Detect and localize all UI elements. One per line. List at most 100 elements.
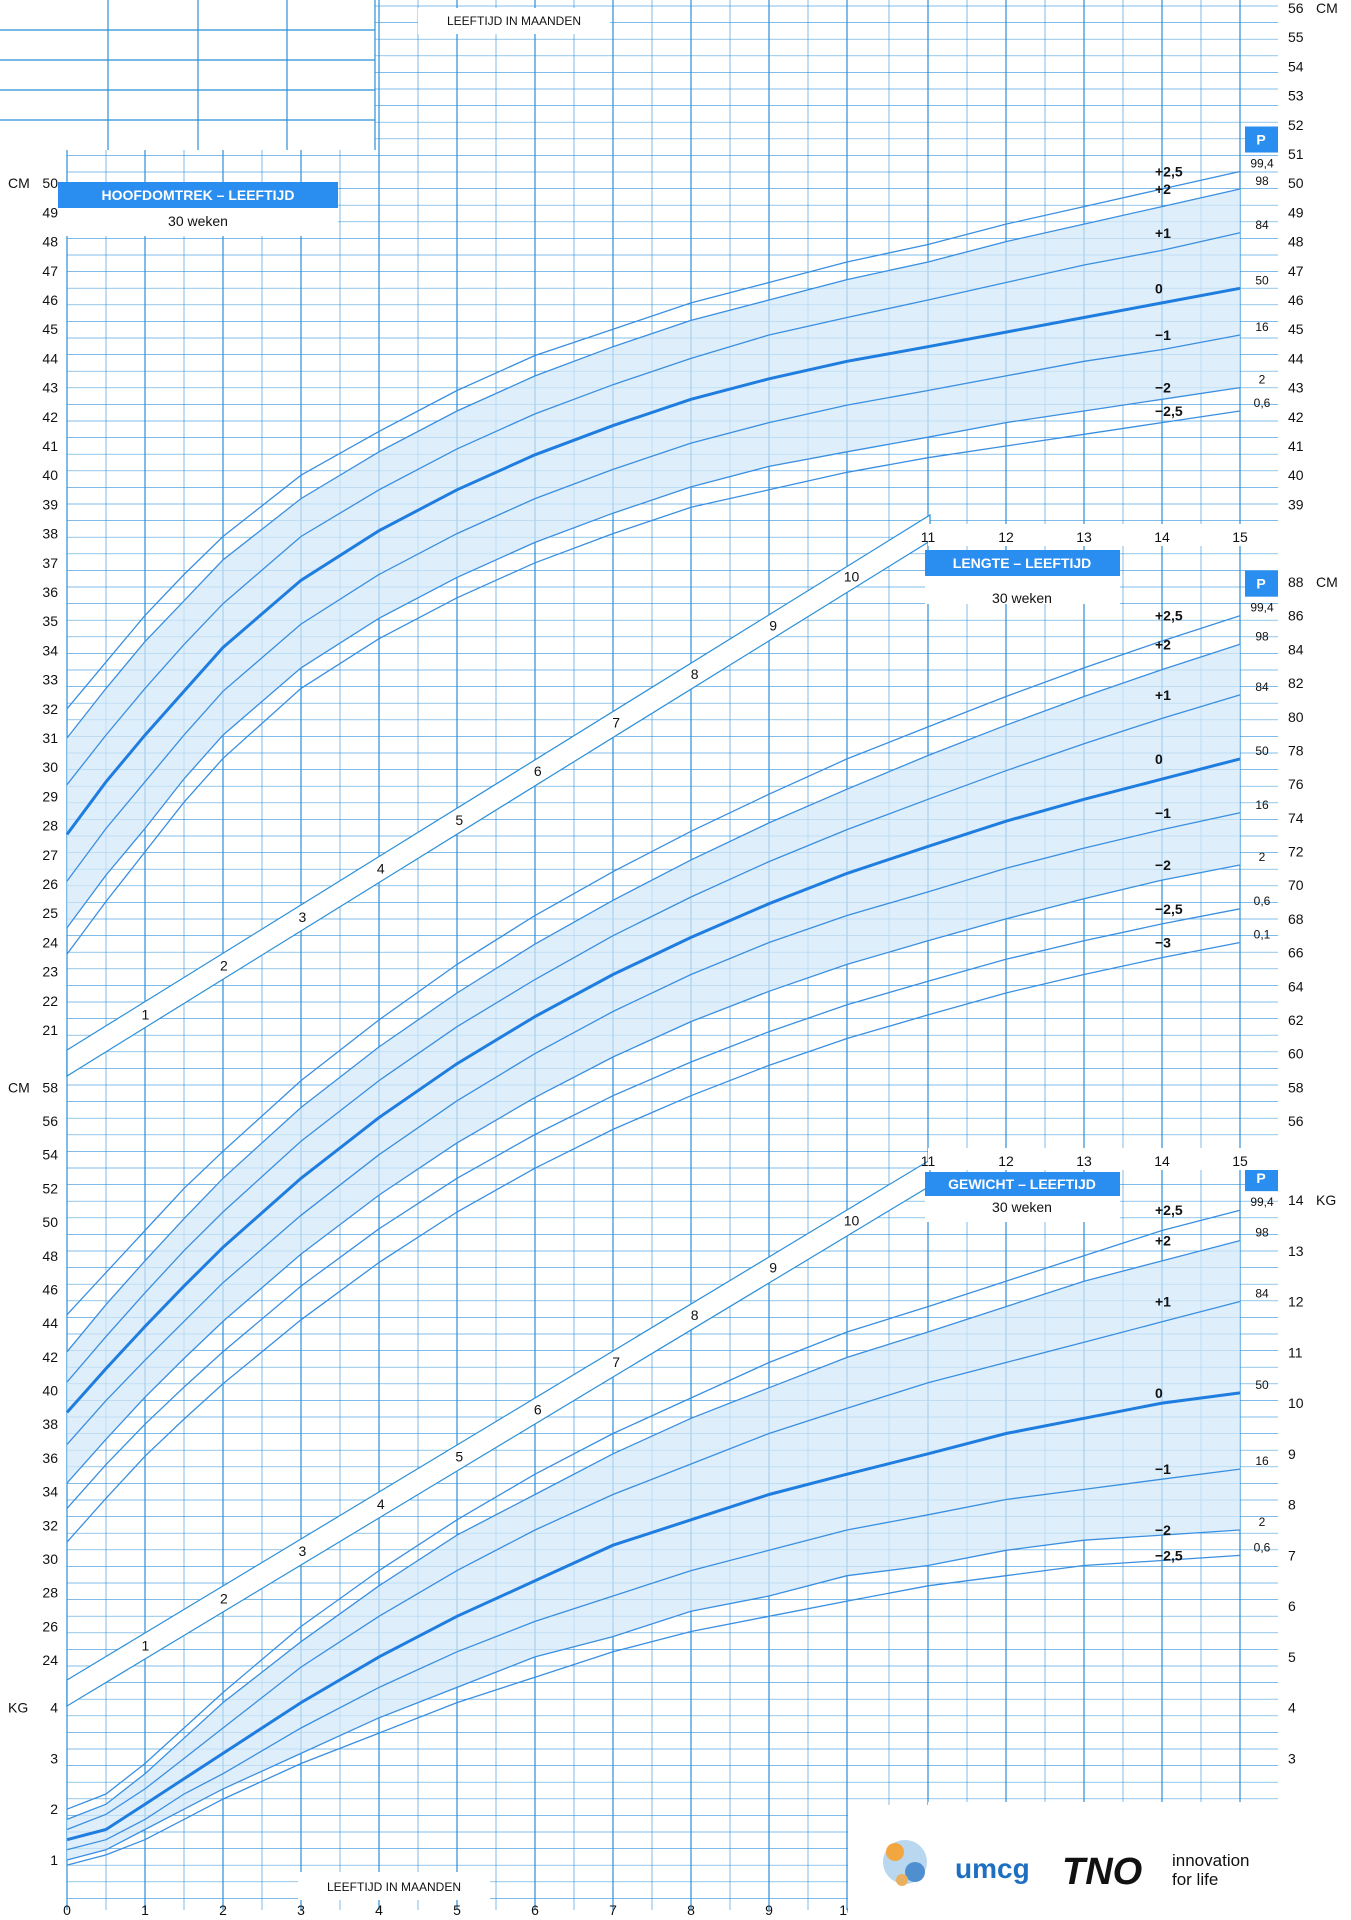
y-tick-left: 25: [42, 905, 58, 921]
y-tick-right: 6: [1288, 1598, 1296, 1614]
curve-sd-4: [66, 812, 1241, 1445]
y-tick-right: 56: [1288, 1113, 1304, 1129]
head-header: HOOFDOMTREK – LEEFTIJD 30 weken: [58, 182, 338, 236]
right-age-strip: [928, 1148, 1278, 1170]
diagonal-age-label: 8: [691, 666, 699, 682]
sd-label: +2: [1155, 181, 1171, 197]
tno-tagline-1: innovation: [1172, 1851, 1250, 1870]
y-tick-right: 62: [1288, 1012, 1304, 1028]
y-tick-left: 40: [42, 467, 58, 483]
y-tick-right: 46: [1288, 292, 1304, 308]
y-tick-right: 56: [1288, 0, 1304, 16]
bottom-age-tick: 1: [141, 1902, 149, 1918]
diagonal-age-strips: 1 2 3 4 5 6 7 8 9 10 1 2 3 4 5 6 7 8 9 10: [66, 513, 931, 1708]
y-tick-right: 4: [1288, 1700, 1296, 1716]
band-plus2-minus2: [67, 189, 1240, 928]
y-tick-right: 39: [1288, 496, 1304, 512]
weight-chart-subtitle: 30 weken: [992, 1199, 1052, 1215]
y-tick-left: 2: [50, 1801, 58, 1817]
y-tick-left: 43: [42, 380, 58, 396]
y-tick-right: 86: [1288, 608, 1304, 624]
bottom-age-tick: 7: [609, 1902, 617, 1918]
y-tick-right: 88: [1288, 574, 1304, 590]
y-tick-right: 76: [1288, 776, 1304, 792]
tno-wordmark: TNO: [1062, 1851, 1142, 1893]
length-header: LENGTE – LEEFTIJD 30 weken: [925, 550, 1120, 606]
p-header-text: P: [1256, 576, 1265, 592]
bottom-age-tick: 5: [453, 1902, 461, 1918]
y-tick-left: 50: [42, 175, 58, 191]
y-tick-right: 47: [1288, 263, 1304, 279]
y-tick-right: 64: [1288, 978, 1304, 994]
y-tick-left: 36: [42, 584, 58, 600]
percentile-label: 0,6: [1254, 1540, 1271, 1554]
y-tick-left: 38: [42, 1416, 58, 1432]
percentile-label: 0,6: [1254, 396, 1271, 410]
diagonal-age-label: 1: [142, 1638, 150, 1654]
diagonal-age-label: 7: [612, 715, 620, 731]
y-tick-right: 84: [1288, 641, 1304, 657]
y-tick-left: 42: [42, 1349, 58, 1365]
y-tick-right: 42: [1288, 409, 1304, 425]
p-header-box: [1245, 126, 1278, 153]
y-tick-left: 31: [42, 730, 58, 746]
sd-label: −2: [1155, 380, 1171, 396]
y-tick-left: 22: [42, 993, 58, 1009]
right-age-tick: 12: [998, 1153, 1014, 1169]
curve-sd-1: [66, 1239, 1241, 1821]
bottom-age-tick: 3: [297, 1902, 305, 1918]
y-tick-left: 46: [42, 292, 58, 308]
sd-label: +1: [1155, 1294, 1171, 1310]
bottom-age-tick: 2: [219, 1902, 227, 1918]
right-age-tick: 11: [921, 529, 936, 545]
curve-sd-2: [66, 232, 1241, 786]
unit-right: KG: [1316, 1192, 1336, 1208]
percentile-label: 99,4: [1250, 157, 1274, 171]
y-tick-left: 32: [42, 1517, 58, 1533]
y-tick-left: 29: [42, 788, 58, 804]
curve-sd-4: [66, 1468, 1241, 1851]
head-chart-title: HOOFDOMTREK – LEEFTIJD: [102, 187, 295, 203]
y-tick-right: 12: [1288, 1294, 1304, 1310]
umcg-logo: umcg: [883, 1840, 1030, 1886]
curve-sd-6: [66, 908, 1241, 1509]
percentile-label: 50: [1255, 744, 1269, 758]
sd-label: −1: [1155, 1461, 1171, 1477]
sd-label: −2: [1155, 857, 1171, 873]
percentile-label: 2: [1259, 373, 1266, 387]
sd-label: +1: [1155, 225, 1171, 241]
y-tick-right: 68: [1288, 911, 1304, 927]
unit-left: CM: [8, 175, 30, 191]
percentile-label: 98: [1255, 174, 1269, 188]
sd-label: +2: [1155, 636, 1171, 652]
bottom-age-tick: 9: [765, 1902, 773, 1918]
y-tick-left: 58: [42, 1079, 58, 1095]
y-tick-left: 30: [42, 759, 58, 775]
top-axis-label-box: [418, 8, 610, 34]
diagonal-age-label: 10: [844, 1212, 860, 1228]
y-tick-left: 35: [42, 613, 58, 629]
y-tick-left: 41: [42, 438, 58, 454]
tno-logo: TNO innovation for life: [1062, 1851, 1250, 1893]
sd-label: −2,5: [1155, 1547, 1183, 1563]
y-tick-left: 30: [42, 1551, 58, 1567]
curve-sd-3: [65, 286, 1241, 836]
y-tick-right: 8: [1288, 1497, 1296, 1513]
y-tick-left: 32: [42, 701, 58, 717]
percentile-label: 99,4: [1250, 601, 1274, 615]
y-tick-left: 42: [42, 409, 58, 425]
diagonal-age-label: 9: [769, 1260, 777, 1276]
y-tick-right: 52: [1288, 117, 1304, 133]
y-tick-right: 70: [1288, 877, 1304, 893]
y-tick-left: 26: [42, 876, 58, 892]
y-tick-right: 48: [1288, 234, 1304, 250]
sd-label: +2,5: [1155, 608, 1183, 624]
y-tick-left: 37: [42, 555, 58, 571]
curve-sd-5: [66, 864, 1241, 1484]
top-left-table: [0, 0, 375, 150]
diagonal-age-label: 5: [455, 1449, 463, 1465]
y-tick-left: 23: [42, 964, 58, 980]
percentile-label: 50: [1255, 273, 1269, 287]
length-chart-title: LENGTE – LEEFTIJD: [953, 555, 1091, 571]
